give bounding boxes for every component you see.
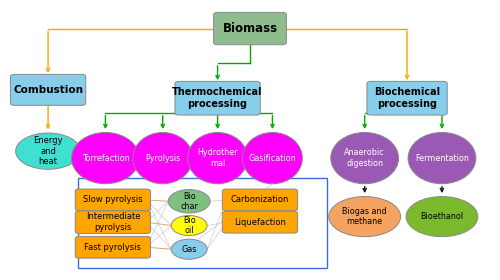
Text: Intermediate
pyrolysis: Intermediate pyrolysis (86, 213, 140, 232)
Bar (78, 178, 328, 268)
Text: Fast pyrolysis: Fast pyrolysis (84, 243, 141, 252)
Ellipse shape (133, 132, 192, 184)
Text: Thermochemical
processing: Thermochemical processing (172, 87, 263, 109)
FancyBboxPatch shape (175, 81, 260, 115)
Text: Liquefaction: Liquefaction (234, 218, 286, 227)
FancyBboxPatch shape (10, 74, 86, 105)
Text: Combustion: Combustion (13, 85, 83, 95)
Text: Torrefaction: Torrefaction (82, 154, 129, 163)
Ellipse shape (72, 132, 140, 184)
Ellipse shape (331, 132, 398, 184)
Text: Gas: Gas (182, 245, 197, 254)
Ellipse shape (408, 132, 476, 184)
Ellipse shape (16, 133, 80, 169)
Text: Biochemical
processing: Biochemical processing (374, 87, 440, 109)
Ellipse shape (171, 239, 207, 259)
FancyBboxPatch shape (75, 189, 150, 211)
Text: Fermentation: Fermentation (415, 154, 469, 163)
FancyBboxPatch shape (367, 81, 447, 115)
Text: Pyrolysis: Pyrolysis (145, 154, 180, 163)
Ellipse shape (188, 132, 248, 184)
Text: Energy
and
heat: Energy and heat (33, 136, 63, 166)
Text: Slow pyrolysis: Slow pyrolysis (83, 195, 142, 204)
Text: Bio
oil: Bio oil (183, 216, 196, 235)
FancyBboxPatch shape (214, 12, 286, 45)
Text: Biogas and
methane: Biogas and methane (342, 207, 387, 226)
Ellipse shape (168, 190, 210, 213)
Text: Anaerobic
digestion: Anaerobic digestion (344, 148, 385, 168)
Ellipse shape (406, 197, 478, 237)
FancyBboxPatch shape (222, 189, 298, 211)
Text: Biomass: Biomass (222, 22, 278, 35)
Ellipse shape (242, 132, 302, 184)
FancyBboxPatch shape (75, 211, 150, 234)
Text: Bio
char: Bio char (180, 192, 198, 211)
Ellipse shape (329, 197, 400, 237)
FancyBboxPatch shape (222, 211, 298, 233)
Text: Hydrother
mal: Hydrother mal (198, 148, 238, 168)
Text: Bioethanol: Bioethanol (420, 212, 464, 221)
Text: Gasification: Gasification (248, 154, 296, 163)
Ellipse shape (171, 216, 207, 235)
Text: Carbonization: Carbonization (231, 195, 289, 204)
FancyBboxPatch shape (75, 236, 150, 258)
